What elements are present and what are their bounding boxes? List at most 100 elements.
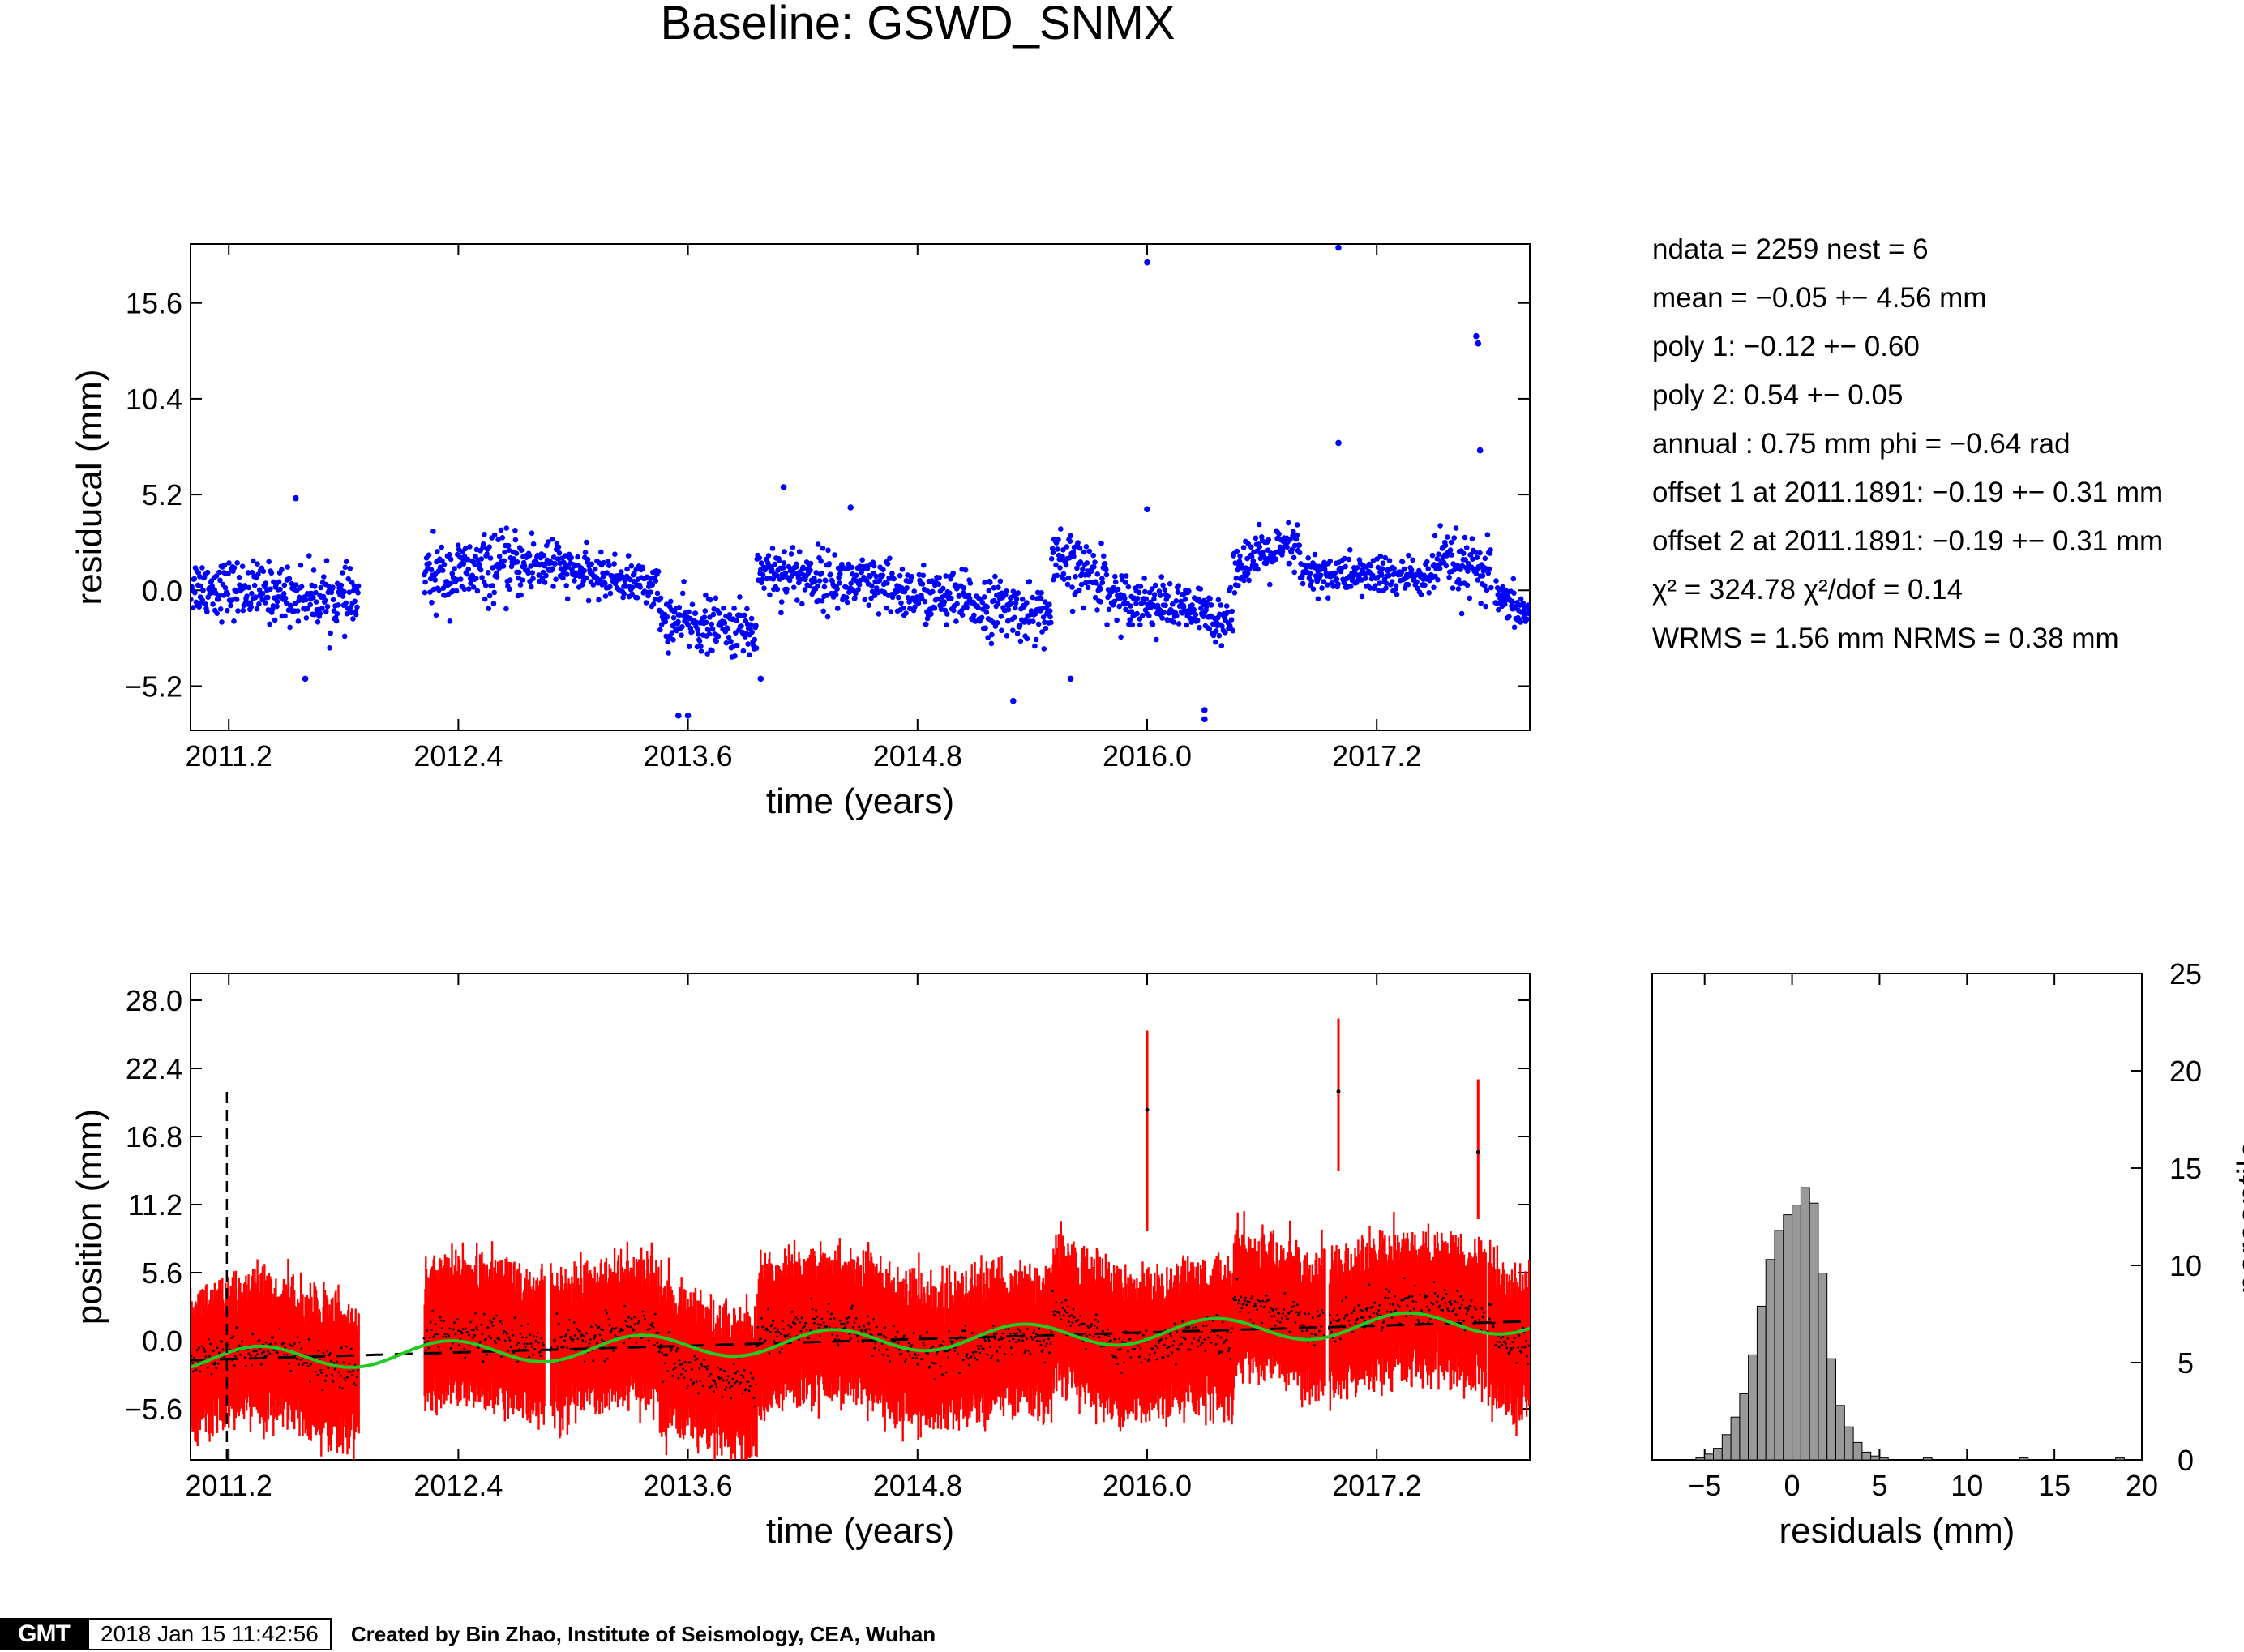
residual-point <box>904 585 910 591</box>
position-point <box>600 1329 602 1331</box>
position-point <box>820 1318 823 1320</box>
residual-point <box>871 563 877 569</box>
residual-point <box>330 584 336 590</box>
position-point <box>707 1365 709 1367</box>
position-point <box>580 1336 582 1338</box>
residual-point <box>816 541 821 547</box>
position-point <box>488 1335 490 1337</box>
position-point <box>947 1356 949 1359</box>
position-point <box>632 1329 635 1332</box>
position-point <box>241 1340 243 1342</box>
residual-point <box>681 579 687 584</box>
residual-point <box>1449 552 1454 558</box>
residual-point <box>1510 599 1515 605</box>
residual-point <box>529 530 535 536</box>
residual-point <box>234 597 240 602</box>
position-point <box>334 1368 336 1371</box>
residual-point <box>749 630 755 636</box>
residual-point <box>1071 554 1077 559</box>
position-point <box>290 1370 293 1372</box>
residual-point <box>1077 546 1083 551</box>
residual-point <box>1435 577 1441 583</box>
residual-outlier-point <box>1335 245 1342 251</box>
position-point <box>941 1373 944 1376</box>
position-point <box>676 1347 679 1350</box>
residual-point <box>1092 559 1098 565</box>
position-point <box>964 1325 966 1327</box>
residual-point <box>1064 563 1069 568</box>
plot-frame <box>191 974 1530 1460</box>
position-point <box>710 1373 713 1376</box>
position-point <box>222 1349 225 1351</box>
position-point <box>345 1380 347 1382</box>
residual-point <box>584 576 589 581</box>
residual-point <box>794 562 799 567</box>
position-point <box>192 1371 195 1373</box>
position-point <box>921 1358 923 1360</box>
position-point <box>444 1333 447 1335</box>
position-point <box>843 1323 846 1325</box>
residual-point <box>849 565 854 571</box>
position-point <box>716 1386 718 1389</box>
residual-point <box>1266 537 1272 543</box>
position-point <box>612 1350 615 1352</box>
position-point <box>356 1376 358 1378</box>
residual-point <box>260 591 266 597</box>
residual-point <box>992 574 998 580</box>
position-point <box>526 1342 529 1345</box>
position-point <box>663 1354 666 1356</box>
residual-point <box>285 564 290 570</box>
residual-outlier-point <box>302 676 309 683</box>
residual-point <box>1051 550 1056 555</box>
position-point <box>266 1355 268 1357</box>
position-point <box>503 1333 505 1335</box>
position-point <box>642 1311 645 1313</box>
residual-point <box>492 533 498 538</box>
residual-point <box>255 606 260 612</box>
position-point <box>654 1313 657 1316</box>
position-point <box>652 1322 654 1325</box>
position-point <box>606 1312 608 1315</box>
residual-point <box>1085 560 1090 566</box>
position-point <box>820 1324 822 1326</box>
position-point <box>439 1316 442 1319</box>
residual-point <box>1103 561 1108 567</box>
position-point <box>344 1377 346 1380</box>
residual-point <box>1024 600 1030 606</box>
position-point <box>898 1349 901 1351</box>
position-point <box>199 1370 201 1372</box>
x-tick-label: 2012.4 <box>413 739 503 773</box>
residual-point <box>898 601 904 606</box>
residual-point <box>513 537 519 543</box>
position-point <box>836 1334 838 1337</box>
residual-point <box>321 574 327 580</box>
position-point <box>760 1317 763 1320</box>
residual-point <box>1444 563 1450 569</box>
residual-point <box>1158 574 1164 580</box>
position-point <box>792 1321 794 1324</box>
position-point <box>694 1355 696 1358</box>
position-point <box>563 1346 565 1349</box>
position-point <box>253 1350 255 1353</box>
position-point <box>748 1390 751 1393</box>
residual-point <box>429 567 435 573</box>
position-point <box>338 1371 340 1373</box>
residual-point <box>448 581 454 587</box>
position-point <box>996 1350 998 1353</box>
position-point <box>926 1331 928 1333</box>
position-point <box>910 1344 913 1346</box>
position-point <box>978 1348 980 1350</box>
residual-point <box>426 561 432 567</box>
residual-outlier-point <box>685 713 692 719</box>
residual-point <box>671 615 677 621</box>
residual-point <box>1098 587 1103 593</box>
residual-point <box>949 596 954 601</box>
position-point <box>426 1340 429 1342</box>
position-point <box>721 1376 723 1379</box>
y-tick-label: 5.6 <box>142 1256 182 1290</box>
residual-point <box>479 556 485 562</box>
residual-point <box>507 587 512 593</box>
residual-point <box>897 573 903 579</box>
residual-point <box>311 567 317 573</box>
position-point <box>918 1354 920 1356</box>
